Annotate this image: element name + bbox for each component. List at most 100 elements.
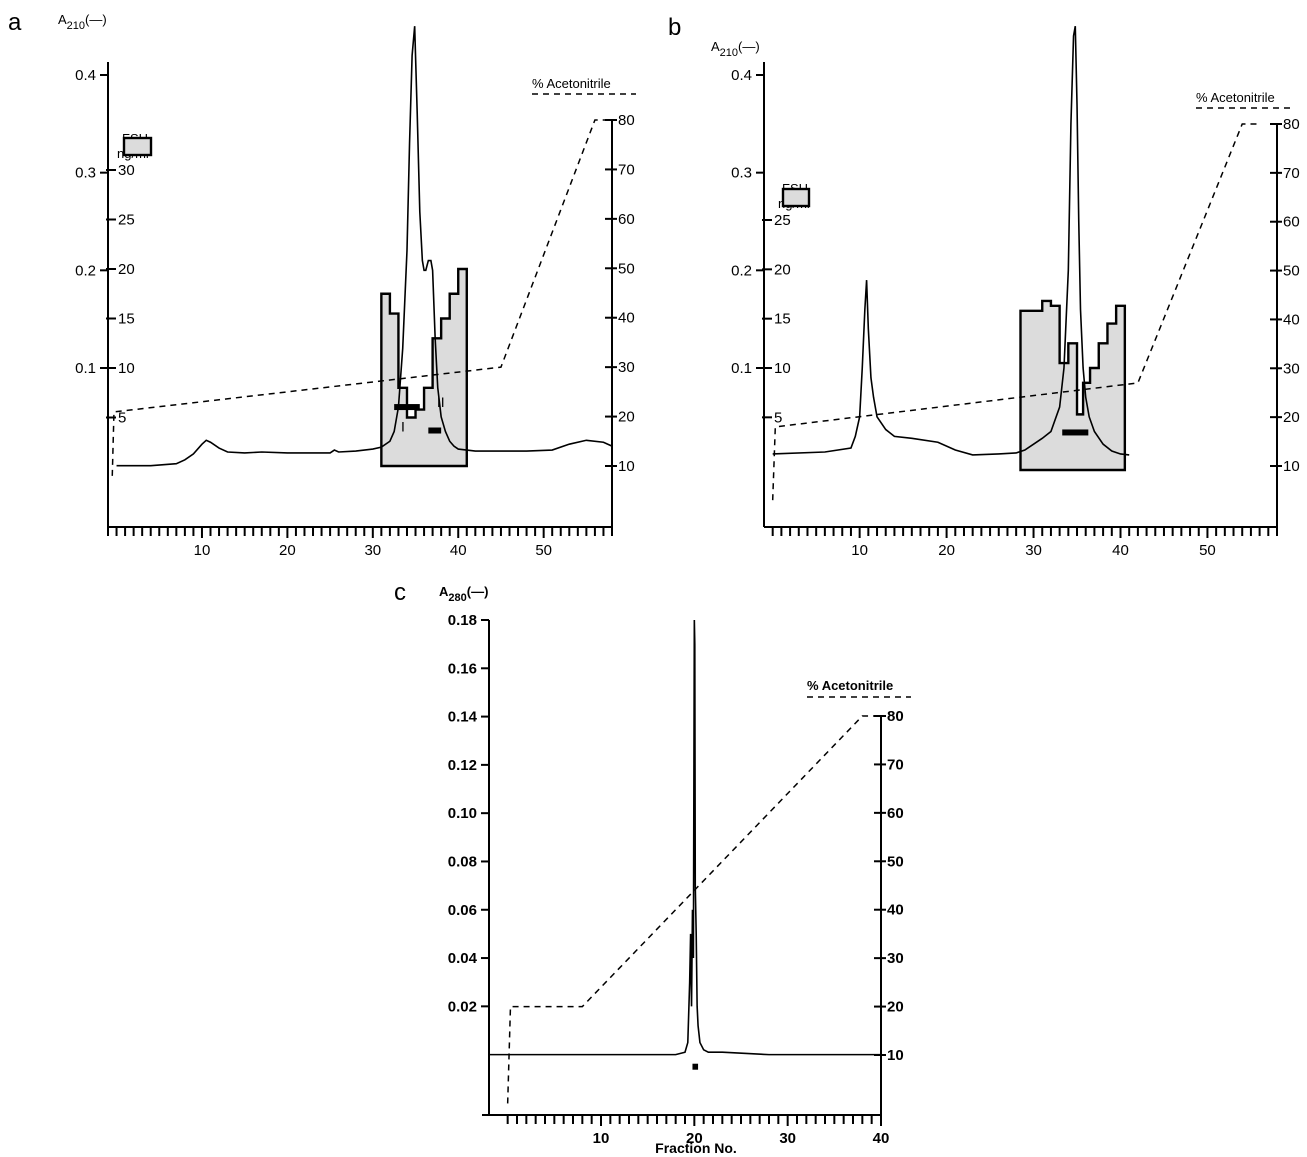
panel-a-y2-tick-label: 20 [618,409,635,426]
panel-b-y2-tick-label: 10 [1283,458,1300,475]
panel-b-x-tick-label: 50 [1199,542,1216,559]
panel-c-plot: 0.02 0.04 0.06 0.08 0.10 0.12 0.14 0.16 0.18 10 20… [448,612,904,1147]
panel-a-acetonitrile-title: % Acetonitrile [532,76,611,91]
panel-c-x-tick-label: 10 [593,1130,610,1147]
panel-a-y-tick-label: 0.2 [75,262,96,279]
panel-a-y2-tick-label: 30 [618,359,635,376]
panel-a-y2-tick-label: 50 [618,260,635,277]
panel-b-x-tick-label: 20 [938,542,955,559]
panel-b-y3-tick-label: 5 [774,409,782,426]
panel-c-y-tick-label: 0.04 [448,950,478,967]
panel-b-fsh-legend-swatch [781,187,811,208]
panel-c-axis-sub: 280 [448,592,466,604]
panel-a-x-tick-label: 30 [364,542,381,559]
panel-c-axis-key: (—) [467,584,489,599]
panel-c-y2-tick-label: 40 [887,902,904,919]
panel-b-y-tick-label: 0.1 [731,360,752,377]
panel-b-label: b [668,14,681,41]
svg-text:A210(—): A210(—) [58,12,107,32]
panel-c-y-tick-label: 0.10 [448,805,477,822]
panel-c-x-tick-label: 40 [873,1130,890,1147]
panel-b-pool-bar [1062,429,1089,436]
panel-a-absorbance-line [116,26,613,467]
panel-b-y2-tick-label: 40 [1283,311,1300,328]
panel-b-plot: 0.1 0.2 0.3 0.4 10 20 30 40 50 60 70 80 5 10 15 20 25 10 2… [731,26,1300,559]
panel-c-pool-bar [692,1063,699,1070]
panel-a-axis-sub: 210 [67,20,85,32]
panel-a-y-tick-label: 0.4 [75,67,96,84]
panel-c-left-axis-title: A280(—) [439,584,488,604]
panel-c-y-tick-label: 0.08 [448,853,477,870]
panel-a-y2-tick-label: 80 [618,112,635,129]
panel-a-label: a [8,9,22,36]
svg-text:A210(—): A210(—) [711,39,760,59]
panel-b-y3-tick-label: 15 [774,311,791,328]
panel-a-y2-tick-label: 70 [618,161,635,178]
panel-c-y-tick-label: 0.16 [448,660,477,677]
panel-a-x-tick-label: 50 [535,542,552,559]
panel-b-absorbance-line [772,26,1130,456]
panel-c-y2-tick-label: 50 [887,853,904,870]
panel-b-left-axis-title: A210(—) [711,39,760,59]
panel-b-axis-prefix: A [711,39,720,54]
panel-b-y3-tick-label: 20 [774,261,791,278]
panel-a-y3-tick-label: 30 [118,162,135,179]
panel-c-y2-tick-label: 60 [887,805,904,822]
panel-b-y3-tick-label: 25 [774,212,791,229]
panel-c-label: c [394,579,406,606]
panel-c-acetonitrile-line [506,715,881,1104]
panel-b-y2-tick-label: 60 [1283,214,1300,231]
panel-b-acetonitrile-title: % Acetonitrile [1196,90,1275,105]
panel-c-absorbance-line [489,619,881,1056]
panel-b-y-tick-label: 0.2 [731,262,752,279]
panel-a-fsh-histogram [380,267,468,468]
panel-c-x-axis-label: Fraction No. [655,1140,737,1156]
panel-a-pool-bar [428,427,442,434]
panel-b-y2-tick-label: 50 [1283,263,1300,280]
panel-b-y2-tick-label: 70 [1283,165,1300,182]
panel-a-fsh-legend-swatch [122,136,153,157]
panel-c-y2-tick-label: 80 [887,708,904,725]
panel-a-x-tick-label: 10 [194,542,211,559]
panel-c-y-tick-label: 0.18 [448,612,477,629]
panel-a-axis-key: (—) [85,12,107,27]
panel-c-x-tick-label: 20 [686,1130,703,1147]
panel-c-y-tick-label: 0.06 [448,902,477,919]
panel-c-y2-tick-label: 70 [887,756,904,773]
panel-c: c A280(—) % Acetonitrile Fraction No. 0.… [394,579,911,1156]
panel-c-y-tick-label: 0.02 [448,998,477,1015]
panel-a-x-tick-label: 40 [450,542,467,559]
panel-c-y2-tick-label: 20 [887,999,904,1016]
panel-a-axis-prefix: A [58,12,67,27]
panel-a-pool-bar [394,404,420,411]
panel-a-y3-tick-label: 20 [118,261,135,278]
panel-c-x-tick-label: 30 [779,1130,796,1147]
panel-a-y3-tick-label: 10 [118,360,135,377]
panel-b-axis-sub: 210 [720,47,738,59]
panel-a-y3-tick-label: 15 [118,311,135,328]
svg-text:A280(—): A280(—) [439,584,488,604]
panel-b-y3-tick-label: 10 [774,360,791,377]
panel-a-annotation-i: I [401,418,405,434]
panel-c-y2-tick-label: 10 [887,1047,904,1064]
panel-b-y2-tick-label: 80 [1283,116,1300,133]
panel-a-annotation-ii: II [437,394,445,410]
panel-a-y2-tick-label: 60 [618,211,635,228]
panel-b-x-tick-label: 40 [1112,542,1129,559]
panel-a-acetonitrile-line [111,119,612,476]
panel-b-y-tick-label: 0.4 [731,67,752,84]
panel-b-x-tick-label: 30 [1025,542,1042,559]
panel-a-y3-tick-label: 5 [118,410,126,427]
panel-a-y-tick-label: 0.1 [75,360,96,377]
panel-c-y2-tick-label: 30 [887,950,904,967]
panel-b-y2-tick-label: 20 [1283,409,1300,426]
panel-a-left-axis-title: A210(—) [58,12,107,32]
panel-b: b A210(—) % Acetonitrile FSH ng/ml 0.10.… [668,14,1300,559]
panel-b-acetonitrile-line [771,123,1260,501]
panel-a-y2-tick-label: 10 [618,458,635,475]
panel-c-y-tick-label: 0.14 [448,709,478,726]
panel-a: a A210(—) % Acetonitrile FSH ng/ml 0.10.… [8,9,636,559]
panel-c-acetonitrile-title: % Acetonitrile [807,678,893,693]
panel-c-axis-prefix: A [439,584,449,599]
